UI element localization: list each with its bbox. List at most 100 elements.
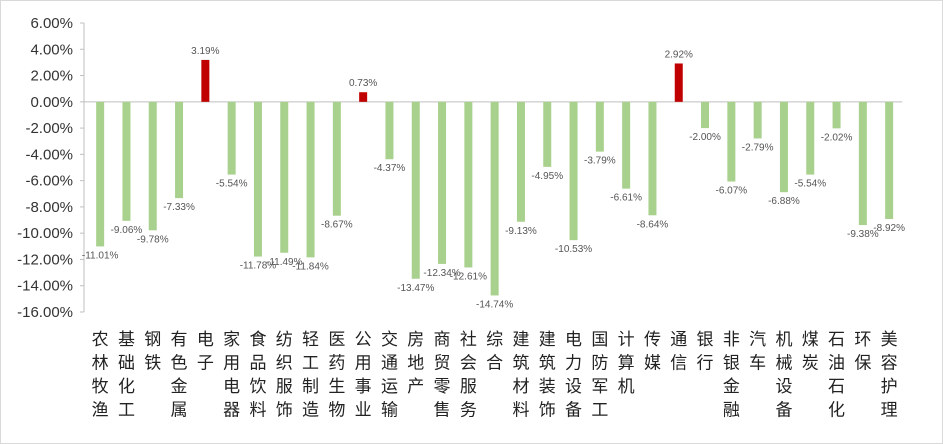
y-tick-label: 4.00% (30, 41, 73, 58)
category-label: 计算机 (618, 330, 635, 397)
category-label: 钢铁 (144, 330, 161, 374)
bar (280, 101, 289, 253)
bar (306, 101, 315, 258)
bar (595, 101, 604, 152)
y-tick-label: -2.00% (25, 120, 73, 137)
y-tick-label: -10.00% (17, 225, 73, 242)
bar (727, 101, 736, 182)
data-label: -6.61% (610, 193, 642, 204)
data-label: -11.49% (266, 257, 303, 268)
bar (648, 101, 657, 216)
bar (674, 63, 683, 102)
bar (411, 101, 420, 279)
category-label: 有色金属 (171, 330, 188, 421)
data-label: -9.78% (137, 234, 169, 245)
category-label: 建筑材料 (512, 330, 529, 421)
data-label: -14.74% (476, 299, 513, 310)
data-label: -6.07% (716, 186, 748, 197)
bar (543, 101, 552, 167)
y-tick-label: 0.00% (30, 94, 73, 111)
data-label: -8.64% (637, 219, 669, 230)
data-label: -11.01% (82, 250, 119, 261)
y-tick-label: -12.00% (17, 251, 73, 268)
data-label: -9.38% (847, 229, 879, 240)
data-label: -2.79% (742, 142, 774, 153)
category-label: 石油石化 (828, 330, 845, 421)
y-tick-label: 2.00% (30, 68, 73, 85)
bar (858, 101, 867, 226)
category-label: 电力设备 (565, 330, 582, 421)
category-labels-group: 农林牧渔基础化工钢铁有色金属电子家用电器食品饮料纺织服饰轻工制造医药生物公用事业… (92, 330, 898, 421)
bar (148, 101, 157, 231)
data-label: 3.19% (191, 46, 219, 57)
category-label: 汽车 (749, 330, 766, 374)
y-tick-label: -16.00% (17, 304, 73, 321)
bar (569, 101, 578, 241)
data-label: -13.47% (397, 283, 434, 294)
y-axis: 6.00% 4.00% 2.00% 0.00% -2.00% -4.00% -6.00% -8… (17, 15, 903, 321)
category-label: 商贸零售 (434, 330, 451, 421)
y-tick-label: -4.00% (25, 146, 73, 163)
category-label: 通信 (670, 330, 687, 374)
category-label: 机械设备 (775, 330, 792, 421)
bar (359, 92, 368, 102)
category-label: 医药生物 (328, 330, 345, 421)
bar (385, 101, 394, 160)
data-label: -12.61% (450, 271, 487, 282)
category-label: 非银金融 (723, 330, 740, 421)
category-label: 美容护理 (881, 330, 898, 421)
bar (227, 101, 236, 175)
category-label: 农林牧渔 (92, 330, 109, 421)
y-tick-label: -6.00% (25, 173, 73, 190)
bar (96, 101, 105, 247)
bar (464, 101, 473, 268)
bar (438, 101, 447, 264)
bar (779, 101, 788, 193)
category-label: 传媒 (644, 330, 661, 374)
bar (832, 101, 841, 129)
data-label: -4.37% (374, 163, 406, 174)
category-label: 银行 (697, 330, 714, 374)
data-label: -3.79% (584, 156, 616, 167)
data-label: -9.13% (505, 226, 537, 237)
category-label: 国防军工 (591, 330, 608, 421)
bar (885, 101, 894, 219)
data-label: -9.06% (111, 225, 143, 236)
data-label: -6.88% (768, 196, 800, 207)
category-label: 电子 (197, 330, 214, 374)
category-label: 家用电器 (223, 330, 240, 421)
bar (332, 101, 341, 216)
data-label: -4.95% (531, 171, 563, 182)
bar (622, 101, 631, 189)
category-label: 交通运输 (381, 330, 398, 421)
data-label: -11.84% (292, 261, 329, 272)
category-label: 纺织服饰 (276, 330, 293, 421)
data-label: -5.54% (216, 179, 248, 190)
category-label: 环保 (854, 330, 871, 374)
y-tick-label: -14.00% (17, 278, 73, 295)
data-label: -2.00% (689, 132, 721, 143)
category-label: 食品饮料 (249, 330, 266, 421)
category-label: 房地产 (407, 330, 424, 397)
bar (753, 101, 762, 139)
data-label: -12.34% (423, 268, 460, 279)
bar (516, 101, 525, 222)
data-label: -5.54% (794, 179, 826, 190)
bars-group (96, 59, 894, 296)
bar (701, 101, 710, 129)
data-label: -8.67% (321, 220, 353, 231)
bar (253, 101, 262, 257)
category-label: 轻工制造 (302, 330, 319, 421)
data-label: -7.33% (163, 202, 195, 213)
data-label: -8.92% (873, 223, 905, 234)
data-label: 2.92% (665, 49, 693, 60)
y-tick-label: 6.00% (30, 15, 73, 32)
data-label: -11.78% (240, 261, 277, 272)
category-label: 综合 (486, 330, 503, 374)
category-label: 公用事业 (355, 330, 372, 421)
bar (490, 101, 499, 296)
y-tick-label: -8.00% (25, 199, 73, 216)
data-label: -10.53% (555, 244, 592, 255)
